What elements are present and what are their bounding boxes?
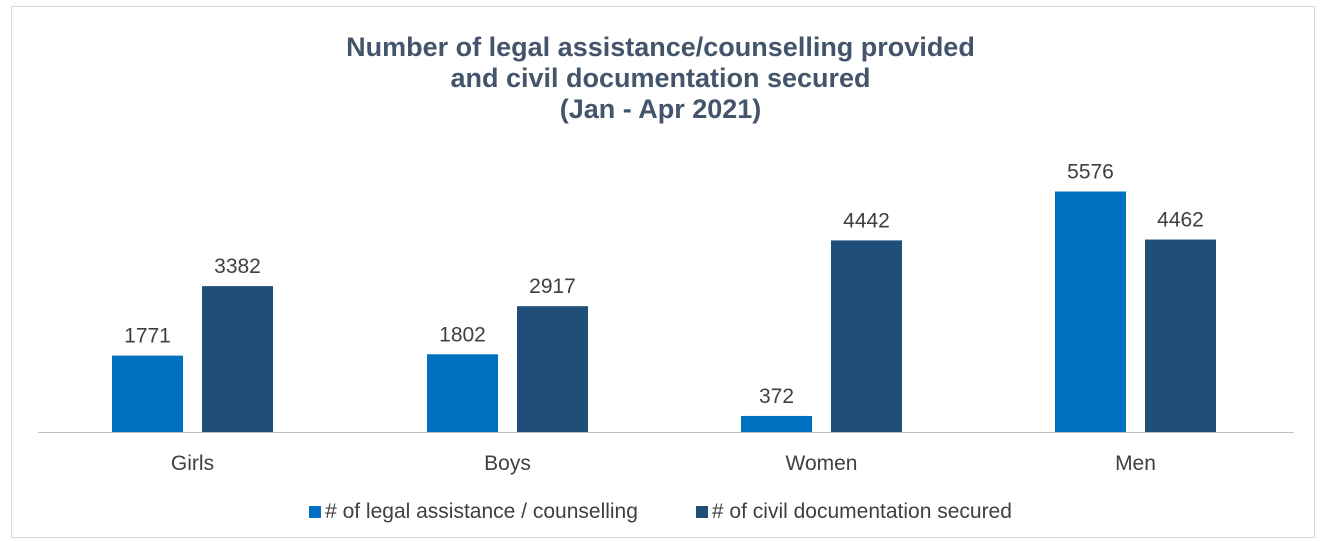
- x-tick-label-men: Men: [1115, 452, 1156, 475]
- data-label-men-series-1: 5576: [1067, 161, 1114, 184]
- legend-swatch-legal-assistance: [309, 506, 322, 518]
- data-label-boys-series-1: 1802: [439, 323, 486, 346]
- bar-men-series-1: [1055, 191, 1126, 432]
- bar-women-series-1: [741, 415, 812, 432]
- bar-boys-series-1: [427, 354, 498, 432]
- legend-swatch-civil-documentation: [695, 506, 708, 518]
- x-tick-label-boys: Boys: [484, 452, 531, 475]
- legend-label-civil-documentation: # of civil documentation secured: [711, 500, 1012, 523]
- legend-item-civil-documentation: # of civil documentation secured: [695, 500, 1012, 524]
- chart-title-line-3: (Jan - Apr 2021): [559, 94, 762, 124]
- data-label-girls-series-2: 3382: [214, 255, 261, 278]
- data-label-women-series-2: 4442: [843, 209, 890, 232]
- data-label-women-series-1: 372: [759, 385, 794, 408]
- bar-boys-series-2: [517, 306, 588, 432]
- data-label-girls-series-1: 1771: [124, 325, 171, 348]
- bar-girls-series-2: [202, 286, 273, 432]
- chart-title: Number of legal assistance/counselling p…: [0, 32, 1321, 125]
- chart-legend: # of legal assistance / counselling # of…: [0, 500, 1321, 524]
- chart-title-line-2: and civil documentation secured: [450, 63, 871, 93]
- chart-title-line-1: Number of legal assistance/counselling p…: [346, 32, 975, 62]
- x-tick-label-women: Women: [786, 452, 858, 475]
- x-tick-label-girls: Girls: [171, 452, 214, 475]
- legend-label-legal-assistance: # of legal assistance / counselling: [325, 500, 638, 523]
- legend-item-legal-assistance: # of legal assistance / counselling: [309, 500, 638, 524]
- data-label-men-series-2: 4462: [1157, 209, 1204, 232]
- data-label-boys-series-2: 2917: [529, 275, 576, 298]
- bar-girls-series-1: [112, 355, 183, 432]
- bar-women-series-2: [831, 240, 902, 432]
- bar-men-series-2: [1145, 239, 1216, 432]
